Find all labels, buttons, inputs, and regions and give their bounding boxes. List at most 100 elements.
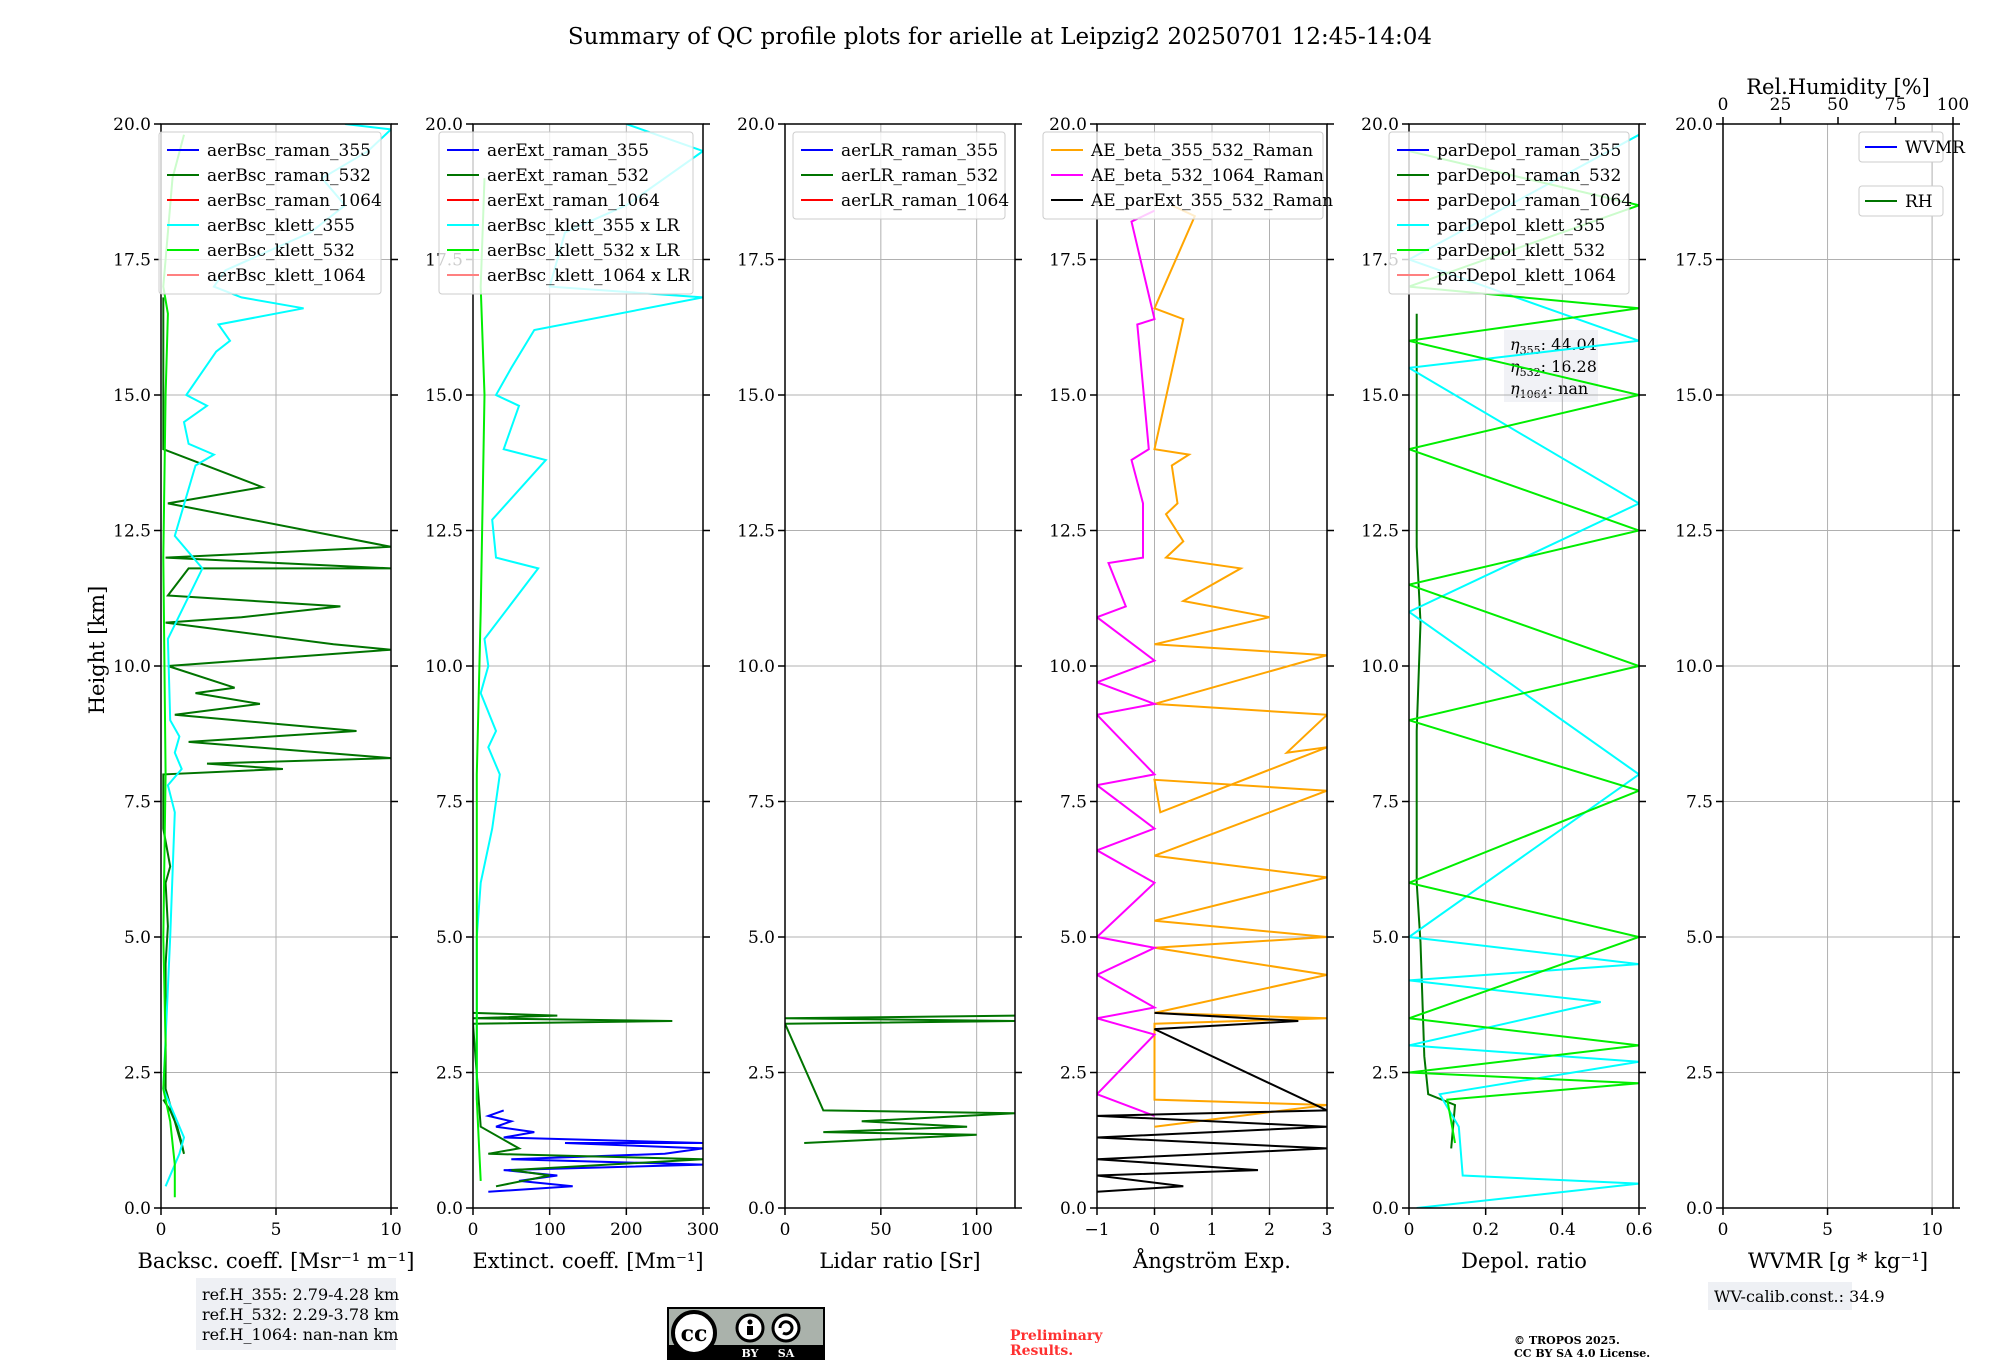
y-tick-label: 5.0 [1372,928,1399,948]
sa-label: SA [778,1347,795,1360]
y-tick-label: 0.0 [1060,1199,1087,1219]
y-tick-label: 12.5 [1675,522,1713,542]
x-tick-label: 1 [1207,1220,1218,1240]
top-x-tick-label: 75 [1885,95,1907,115]
y-tick-label: 7.5 [1060,793,1087,813]
legend-label: aerBsc_klett_532 [207,241,355,261]
figure-title: Summary of QC profile plots for arielle … [568,24,1432,50]
legend-label: parDepol_klett_1064 [1437,266,1616,286]
y-tick-label: 15.0 [425,386,463,406]
x-tick-label: 0 [1149,1220,1160,1240]
y-tick-label: 15.0 [1361,386,1399,406]
copyright-note: © TROPOS 2025. CC BY SA 4.0 License. [1514,1334,1650,1360]
by-label: BY [742,1347,759,1360]
copyright-line-2: CC BY SA 4.0 License. [1514,1347,1650,1360]
x-axis-label: Extinct. coeff. [Mm⁻¹] [472,1249,703,1273]
y-axis-label: Height [km] [85,586,109,715]
y-tick-label: 2.5 [1686,1064,1713,1084]
y-tick-label: 15.0 [113,386,151,406]
y-tick-label: 10.0 [1675,657,1713,677]
y-tick-label: 17.5 [113,251,151,271]
panel-3: 0.0 2.5 5.0 7.5 10.0 12.5 15.0 17.5 20.0 0 50 100 Li… [737,115,1022,1273]
legend-label: aerBsc_klett_355 [207,216,355,236]
y-tick-label: 5.0 [124,928,151,948]
y-tick-label: 10.0 [425,657,463,677]
x-tick-label: 0 [1404,1220,1415,1240]
y-tick-label: 20.0 [737,115,775,135]
legend-label: parDepol_raman_532 [1437,166,1621,186]
y-tick-label: 15.0 [737,386,775,406]
series-line-AE_parExt_355_532_Raman [1097,1011,1327,1193]
cc-icon-label: cc [681,1321,708,1347]
legend-label: aerLR_raman_1064 [841,191,1009,211]
y-tick-label: 0.0 [124,1199,151,1219]
legend-label: parDepol_klett_355 [1437,216,1605,236]
ref-height-355: ref.H_355: 2.79-4.28 km [202,1285,399,1304]
y-tick-label: 15.0 [1675,386,1713,406]
y-tick-label: 12.5 [1049,522,1087,542]
legend-box [1858,131,1944,163]
legend-label: parDepol_klett_532 [1437,241,1605,261]
x-axis-label: Ångström Exp. [1132,1248,1291,1273]
y-tick-label: 0.0 [1686,1199,1713,1219]
panel-1: 0.0 2.5 5.0 7.5 10.0 12.5 15.0 17.5 20.0 0 5 10 Back… [113,115,414,1273]
y-tick-label: 2.5 [748,1064,775,1084]
x-tick-label: 10 [1921,1220,1943,1240]
x-tick-label: 0.6 [1625,1220,1652,1240]
y-tick-label: 5.0 [748,928,775,948]
y-tick-label: 7.5 [1686,793,1713,813]
legend-label: WVMR [1905,138,1966,158]
legend-label: aerExt_raman_1064 [487,191,660,211]
panel-2: 0.02.55.07.510.012.515.017.520.001002003… [425,115,719,1273]
y-tick-label: 20.0 [113,115,151,135]
copyright-line-1: © TROPOS 2025. [1514,1334,1620,1347]
y-tick-label: 17.5 [1049,251,1087,271]
y-tick-label: 10.0 [1049,657,1087,677]
legend-label: aerExt_raman_355 [487,141,649,161]
y-tick-label: 17.5 [737,251,775,271]
series-line-parDepol_klett_355 [1409,133,1639,1208]
legend-label: aerBsc_klett_355 x LR [487,216,681,236]
series-line-AE_beta_532_1064_Raman [1097,209,1159,1117]
legend-label: aerBsc_klett_532 x LR [487,241,681,261]
series-line-parDepol_klett_532 [1409,150,1639,1144]
legend-label: AE_beta_355_532_Raman [1090,141,1313,161]
legend-label: aerBsc_raman_532 [207,166,371,186]
y-tick-label: 10.0 [113,657,151,677]
y-tick-label: 0.0 [436,1199,463,1219]
top-x-tick-label: 100 [1937,95,1969,115]
legend-label: aerBsc_raman_1064 [207,191,382,211]
x-axis-label: Depol. ratio [1461,1249,1587,1273]
y-tick-label: 2.5 [1060,1064,1087,1084]
x-tick-label: −1 [1084,1220,1109,1240]
legend-label: aerLR_raman_532 [841,166,998,186]
x-tick-label: 0 [780,1220,791,1240]
legend-label: aerBsc_klett_1064 x LR [487,266,691,286]
y-tick-label: 20.0 [1049,115,1087,135]
y-tick-label: 17.5 [1675,251,1713,271]
y-tick-label: 7.5 [1372,793,1399,813]
panel-6: 0.02.55.07.510.012.515.017.520.00 5 10WVMR… [1675,75,1969,1273]
panel-5: 0.02.55.07.510.012.515.017.520.00 0.2 0.4 0… [1361,115,1652,1273]
preliminary-note: Preliminary Results. [1010,1328,1103,1359]
series-line-aerLR_raman_532 [785,1014,1015,1144]
series-line-aerExt_raman_355 [484,1109,703,1193]
legend-label: AE_beta_532_1064_Raman [1090,166,1324,186]
top-x-tick-label: 50 [1827,95,1849,115]
profile-panels: 0.02.55.07.510.012.515.017.520.00 5 10Back… [113,75,1969,1273]
x-axis-label: Lidar ratio [Sr] [819,1249,980,1273]
y-tick-label: 7.5 [436,793,463,813]
legend-label: aerExt_raman_532 [487,166,649,186]
y-tick-label: 15.0 [1049,386,1087,406]
y-tick-label: 12.5 [1361,522,1399,542]
x-tick-label: 10 [380,1220,402,1240]
y-tick-label: 0.0 [1372,1199,1399,1219]
x-tick-label: 3 [1322,1220,1333,1240]
cc-license-badge: cc BY SA [667,1307,825,1361]
cc-icon [671,1310,717,1356]
x-tick-label: 0 [468,1220,479,1240]
x-tick-label: 0.4 [1549,1220,1576,1240]
series-line-parDepol_raman_532 [1415,313,1457,1149]
legend-box [1858,185,1944,217]
